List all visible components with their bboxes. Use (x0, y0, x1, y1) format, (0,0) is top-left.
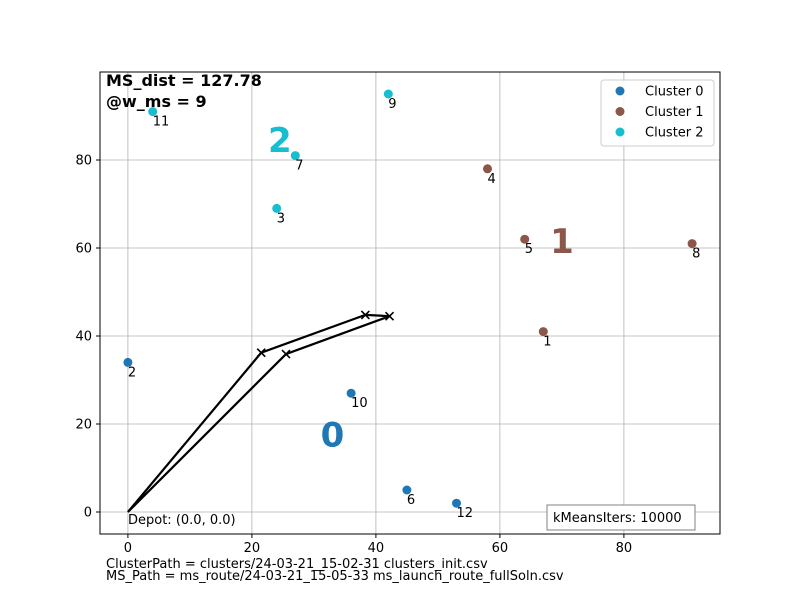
point-label: 2 (128, 365, 136, 380)
x-tick-label: 60 (492, 541, 509, 556)
data-point (148, 107, 158, 117)
route-waypoint-marker (384, 311, 395, 321)
x-tick-label: 20 (244, 541, 261, 556)
point-label: 5 (525, 242, 533, 257)
point-label: 7 (295, 159, 303, 174)
grid-lines (100, 72, 720, 534)
legend: Cluster 0 Cluster 1 Cluster 2 (600, 79, 715, 147)
data-point (272, 203, 282, 213)
cluster-label: 2 (268, 121, 292, 161)
route-waypoint-marker (360, 310, 370, 320)
data-point (402, 485, 412, 495)
legend-marker (615, 107, 625, 116)
data-point (346, 388, 356, 398)
legend-marker (615, 86, 625, 96)
legend-label: Cluster 2 (645, 126, 704, 141)
depot-annotation: Depot: (0.0, 0.0) (128, 513, 236, 528)
point-label: 3 (277, 211, 285, 226)
y-tick-label: 40 (75, 330, 92, 345)
ms-path-footer: MS_Path = ms_route/24-03-21_15-05-33 ms_… (106, 569, 564, 584)
data-point (520, 234, 530, 244)
cluster-label: 1 (550, 222, 574, 262)
data-point (687, 239, 697, 249)
ms-dist-annotation: MS_dist = 127.78 (106, 71, 262, 90)
data-point (452, 498, 461, 508)
point-label: 6 (407, 493, 415, 508)
cluster-path-footer: ClusterPath = clusters/24-03-21_15-02-31… (106, 557, 488, 572)
data-point (538, 327, 548, 337)
point-label: 12 (457, 506, 474, 521)
point-label: 8 (692, 247, 700, 262)
point-label: 10 (351, 396, 368, 411)
point-label: 11 (153, 115, 170, 130)
route-waypoint-marker (256, 348, 266, 358)
x-tick-label: 80 (616, 541, 633, 556)
route-line (127, 313, 391, 513)
data-point (383, 89, 393, 99)
point-label: 9 (388, 97, 396, 112)
route-path (127, 310, 395, 513)
point-label: 4 (488, 172, 496, 187)
data-point (483, 164, 492, 174)
y-tick-label: 0 (84, 506, 92, 521)
y-tick-label: 60 (75, 242, 92, 257)
w-ms-annotation: @w_ms = 9 (106, 92, 207, 111)
x-tick-label: 40 (368, 541, 385, 556)
data-point (123, 357, 133, 367)
kmeans-iters-text: kMeansIters: 10000 (553, 511, 682, 526)
x-tick-label: 0 (124, 541, 132, 556)
data-point (290, 151, 300, 161)
route-waypoint-marker (281, 349, 291, 359)
kmeans-iters-box: kMeansIters: 10000 (546, 504, 696, 531)
legend-label: Cluster 1 (645, 105, 704, 120)
legend-label: Cluster 0 (645, 85, 704, 100)
legend-marker (615, 127, 625, 137)
y-tick-label: 80 (75, 154, 92, 169)
plot-area-frame (99, 71, 721, 535)
cluster-labels: 0 1 2 (268, 121, 574, 456)
point-label: 1 (543, 335, 551, 350)
y-tick-label: 20 (75, 418, 92, 433)
cluster-label: 0 (321, 416, 345, 456)
